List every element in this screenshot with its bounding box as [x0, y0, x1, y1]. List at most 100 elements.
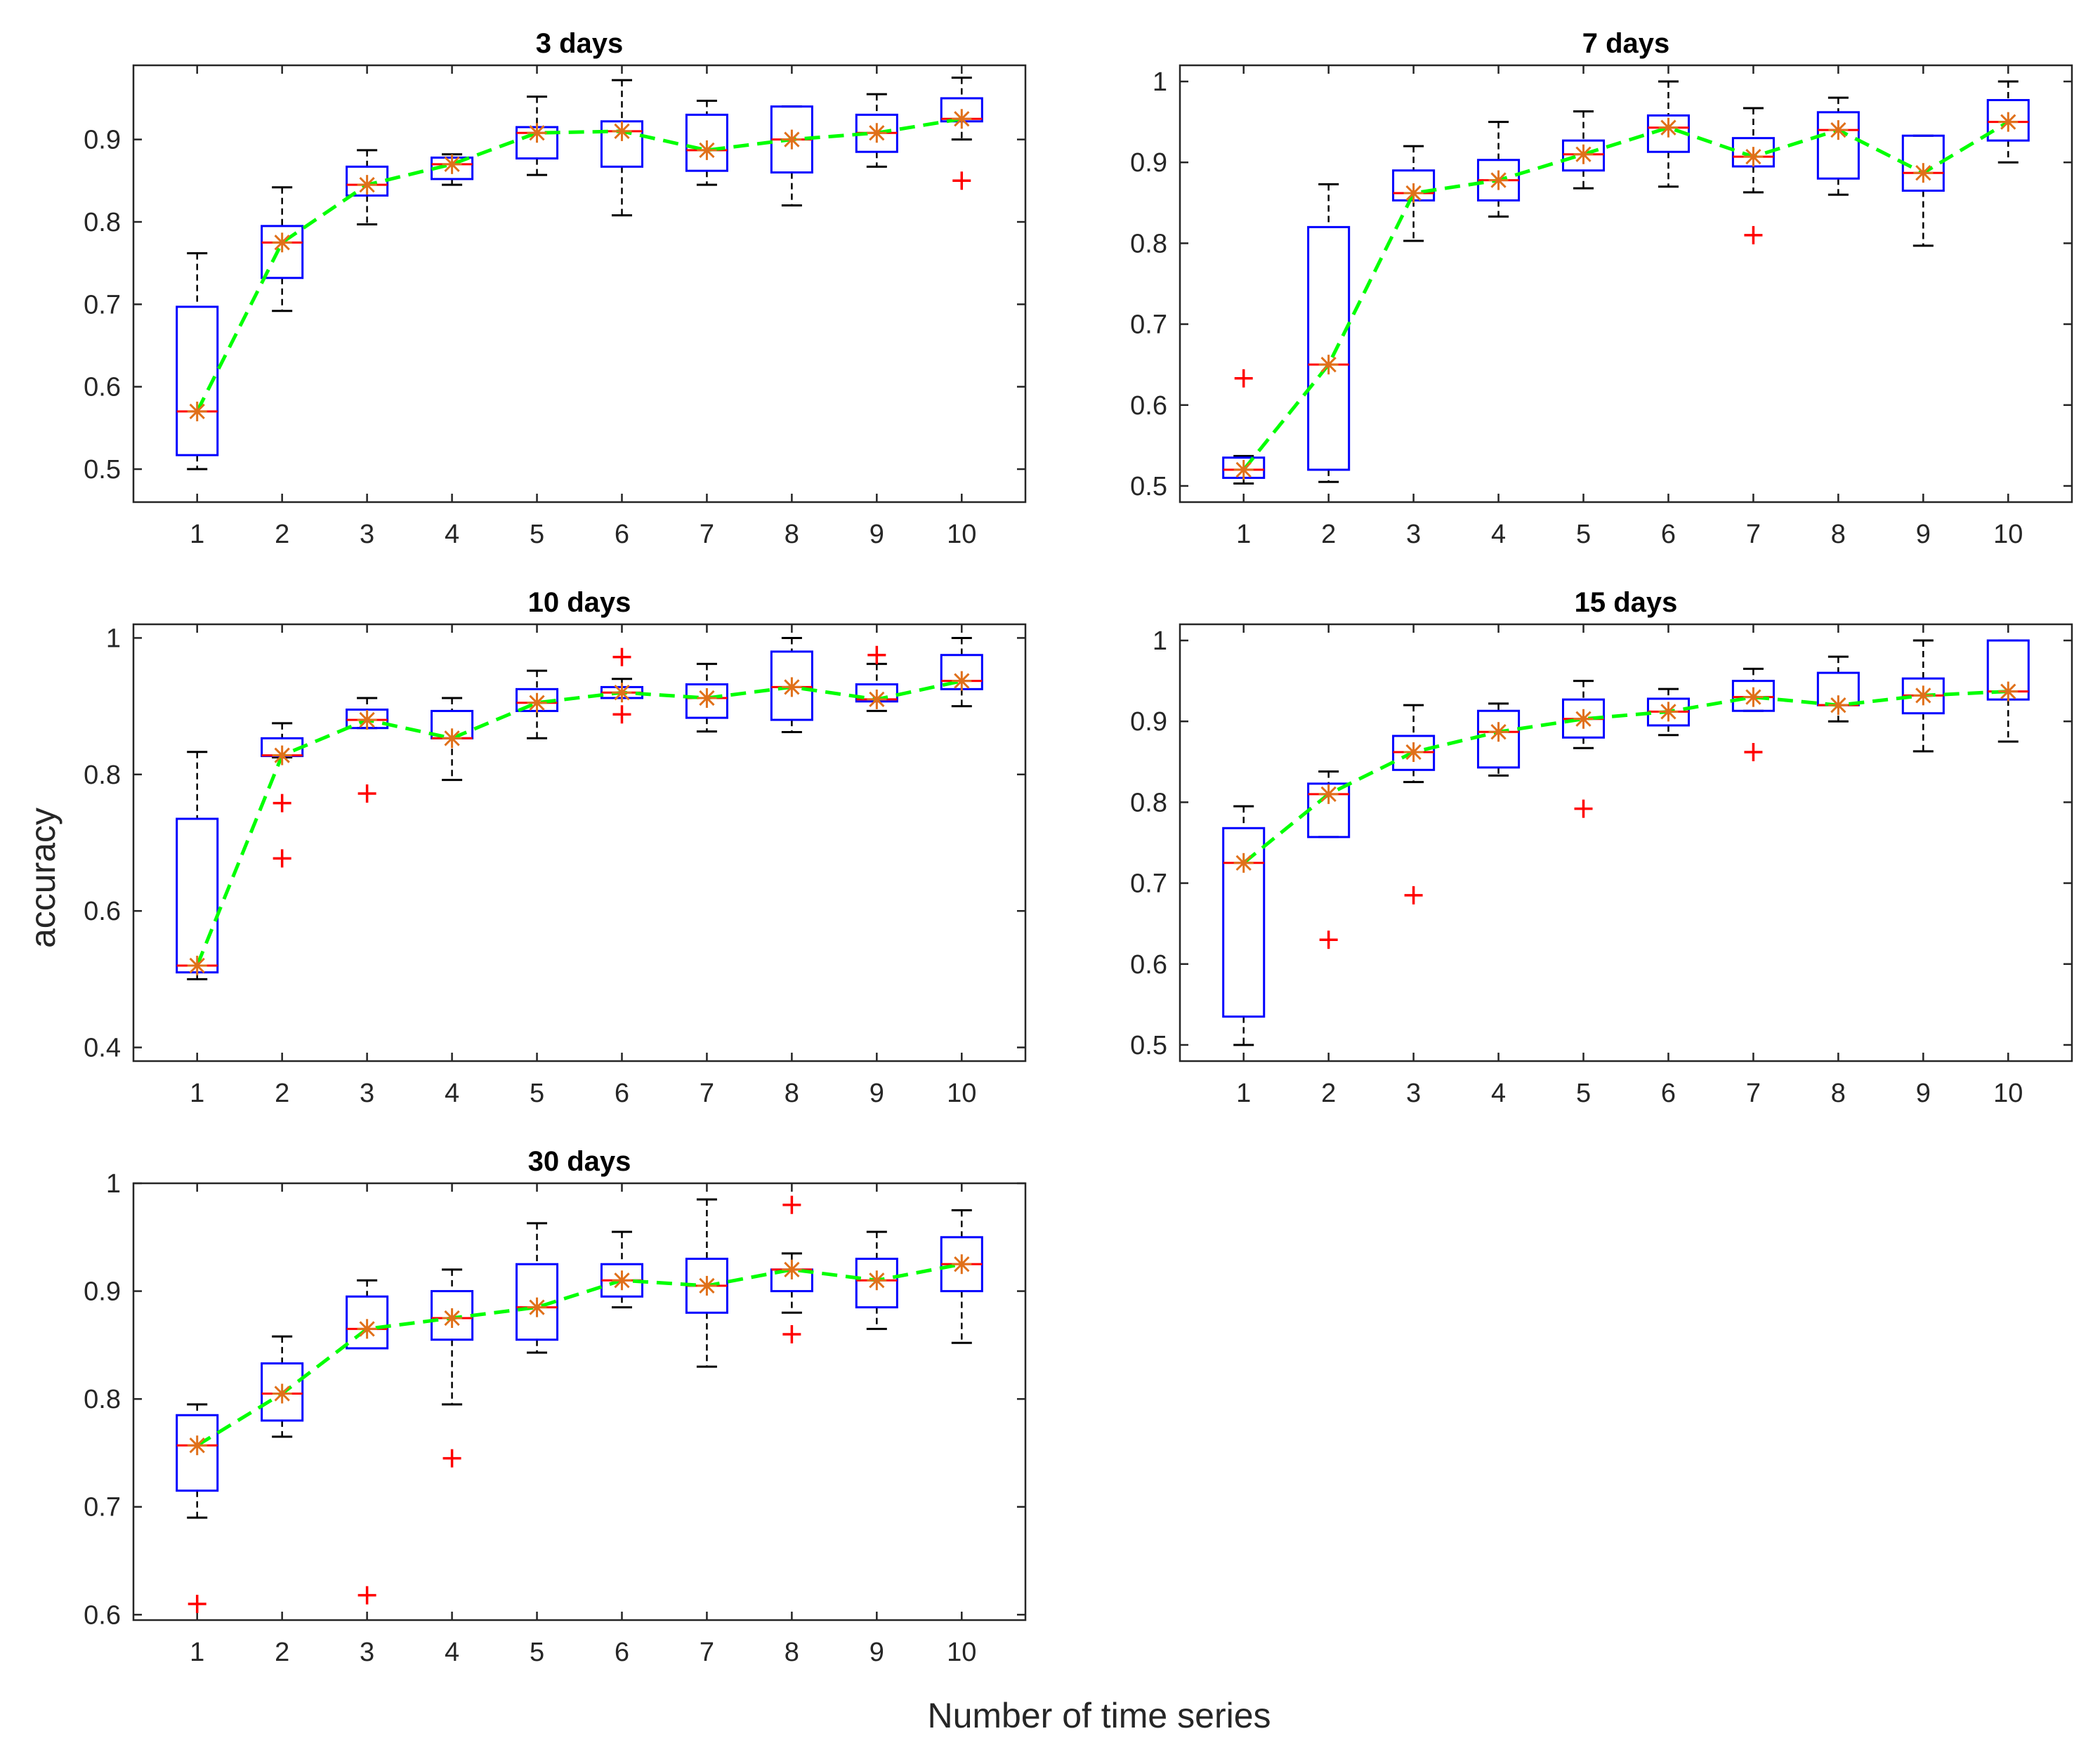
- x-tick-label: 2: [275, 1079, 289, 1108]
- x-tick-label: 6: [615, 1638, 629, 1667]
- x-tick-label: 4: [1491, 1079, 1506, 1108]
- x-tick-label: 3: [360, 1638, 374, 1667]
- x-tick-label: 6: [615, 1079, 629, 1108]
- outlier-marker: [357, 784, 376, 803]
- x-tick-label: 6: [1661, 1079, 1676, 1108]
- outlier-marker: [1574, 799, 1593, 818]
- mean-marker: [187, 955, 207, 975]
- outlier-marker: [612, 647, 631, 666]
- mean-marker: [357, 710, 377, 730]
- box-body: [770, 650, 813, 721]
- mean-marker: [1573, 709, 1594, 729]
- asterisk-d2: [1915, 688, 1931, 704]
- subplot-4: 15 days 0.5 0.6 0.7 0.8 0.9 1 1 2 3 4 5 6 7 8 9 10: [1130, 587, 2073, 1108]
- x-tick-label: 5: [530, 520, 544, 549]
- x-tick-label: 5: [1576, 1079, 1591, 1108]
- outlier-marker: [952, 171, 971, 190]
- asterisk-d2: [699, 690, 715, 706]
- asterisk-d2: [1745, 149, 1761, 165]
- asterisk-d2: [444, 156, 460, 172]
- asterisk-d2: [274, 235, 290, 251]
- mean-marker: [1998, 681, 2019, 702]
- box-body: [685, 113, 728, 172]
- axes-frame: [1179, 64, 2073, 504]
- y-tick-label: 0.6: [1130, 391, 1167, 421]
- outlier-marker: [782, 1325, 801, 1344]
- x-tick-label: 8: [1831, 1079, 1846, 1108]
- asterisk-d2: [614, 1272, 630, 1289]
- box-4: [1477, 121, 1521, 218]
- mean-marker: [1233, 459, 1254, 480]
- asterisk-d2: [869, 691, 885, 708]
- y-tick-label: 1: [106, 1169, 121, 1199]
- asterisk-d2: [784, 1261, 800, 1278]
- asterisk-d2: [529, 1299, 545, 1315]
- x-tick-label: 10: [947, 520, 976, 549]
- y-tick-label: 1: [106, 624, 121, 653]
- mean-marker: [272, 1383, 292, 1404]
- asterisk-d2: [1405, 744, 1422, 761]
- mean-marker: [1998, 112, 2019, 132]
- asterisk-d2: [359, 1321, 375, 1337]
- asterisk-d2: [954, 673, 970, 689]
- mean-marker: [782, 129, 802, 150]
- box-body: [176, 1414, 219, 1492]
- x-tick-label: 10: [947, 1638, 976, 1667]
- asterisk-d2: [274, 747, 290, 763]
- y-tick-label: 0.9: [84, 126, 121, 155]
- asterisk-d2: [444, 1310, 460, 1327]
- y-tick-label: 0.8: [1130, 229, 1167, 258]
- y-tick-label: 0.5: [1130, 472, 1167, 501]
- outlier-marker: [1744, 225, 1763, 244]
- box-body: [1477, 709, 1521, 769]
- mean-marker: [952, 1254, 972, 1275]
- mean-marker: [1658, 702, 1679, 722]
- y-tick-label: 0.7: [84, 290, 121, 320]
- box-body: [1222, 827, 1266, 1018]
- x-tick-label: 8: [785, 1079, 799, 1108]
- mean-marker: [1403, 742, 1424, 762]
- mean-marker: [867, 689, 887, 709]
- x-tick-label: 10: [1993, 1079, 2023, 1108]
- mean-trend-line: [195, 679, 962, 966]
- asterisk-d2: [1915, 165, 1931, 181]
- asterisk-d2: [444, 730, 460, 746]
- mean-marker: [442, 1308, 462, 1328]
- box-body: [261, 225, 304, 279]
- plot-title: 15 days: [1575, 587, 1678, 618]
- x-tick-label: 1: [190, 1638, 204, 1667]
- mean-marker: [527, 123, 547, 143]
- mean-marker: [612, 683, 632, 703]
- outlier-marker: [273, 849, 291, 868]
- x-tick-label: 2: [1321, 520, 1336, 549]
- x-tick-label: 5: [530, 1079, 544, 1108]
- x-tick-label: 4: [445, 520, 459, 549]
- mean-marker: [1828, 120, 1849, 140]
- y-tick-label: 0.6: [84, 897, 121, 926]
- y-tick-label: 0.8: [1130, 788, 1167, 817]
- asterisk-d2: [1660, 704, 1676, 720]
- x-tick-label: 9: [1916, 1079, 1931, 1108]
- x-tick-label: 9: [869, 1638, 884, 1667]
- mean-trend-line: [195, 117, 962, 413]
- mean-marker: [527, 1297, 547, 1317]
- asterisk-d2: [189, 957, 205, 974]
- x-tick-label: 7: [1746, 1079, 1761, 1108]
- outlier-marker: [357, 1586, 376, 1605]
- mean-trend-line: [1242, 690, 2009, 864]
- box-1: [176, 1403, 219, 1613]
- asterisk-d2: [1745, 689, 1761, 705]
- box-body: [176, 305, 219, 456]
- plot-title: 30 days: [528, 1146, 631, 1177]
- outlier-marker: [442, 1449, 461, 1468]
- asterisk-d2: [1320, 357, 1337, 373]
- axes-frame: [132, 623, 1027, 1062]
- box-body: [515, 1263, 559, 1341]
- y-tick-label: 0.9: [84, 1277, 121, 1307]
- y-tick-label: 0.9: [1130, 148, 1167, 178]
- asterisk-d2: [1235, 855, 1252, 871]
- x-tick-label: 6: [615, 520, 629, 549]
- box-body: [1731, 680, 1775, 712]
- asterisk-d2: [274, 1386, 290, 1402]
